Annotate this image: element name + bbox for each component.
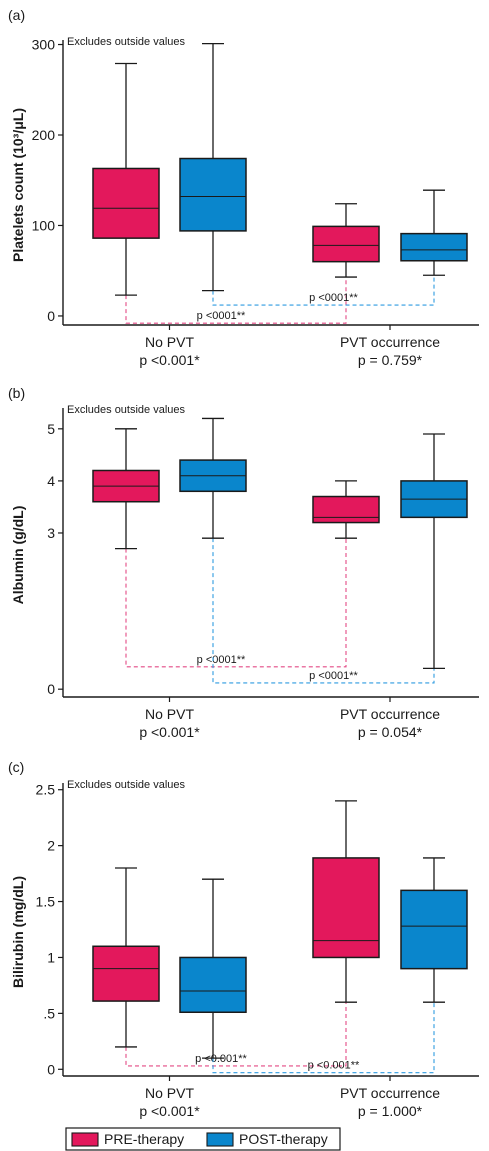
x-category-pvalue: p = 0.759*: [358, 352, 423, 368]
y-tick-label: 200: [32, 127, 56, 143]
chart-panel-1: (a) Excludes outside values 0 100 200 300 Plat…: [8, 7, 479, 368]
note-text: Excludes outside values: [67, 404, 186, 416]
y-tick-label: 3: [47, 525, 55, 541]
comparison-label: p <0.001**: [308, 1060, 360, 1072]
x-category-label: No PVT: [145, 1085, 194, 1101]
box-iqr: [400, 889, 468, 970]
box-post: [400, 433, 468, 670]
box-iqr: [312, 495, 380, 524]
legend: PRE-therapy POST-therapy: [65, 1127, 341, 1151]
box-pre: [312, 480, 380, 539]
y-tick-label: 0: [47, 1061, 55, 1077]
note-text: Excludes outside values: [67, 36, 186, 48]
comparison-label: p <0001**: [197, 654, 246, 666]
y-tick-label: 5: [47, 421, 55, 437]
note-text: Excludes outside values: [67, 779, 186, 791]
x-category-pvalue: p = 1.000*: [358, 1103, 423, 1119]
y-tick-label: 2.5: [36, 782, 56, 798]
y-tick-label: .5: [43, 1005, 55, 1021]
x-category-label: No PVT: [145, 706, 194, 722]
comparison-line: [125, 1002, 347, 1067]
y-tick-label: 100: [32, 217, 56, 233]
box-post: [179, 417, 247, 539]
comparison-label: p <0001**: [309, 292, 358, 304]
legend-label-pre: PRE-therapy: [104, 1131, 184, 1147]
legend-box: [65, 1127, 341, 1151]
box-pre: [312, 203, 380, 278]
y-tick-label: 4: [47, 473, 55, 489]
y-tick-label: 0: [47, 308, 55, 324]
box-iqr: [312, 857, 380, 959]
box-post: [179, 878, 247, 1059]
box-post: [179, 42, 247, 292]
comparison-label: p <0.001**: [195, 1053, 247, 1065]
y-axis-label: Platelets count (10³/μL): [10, 108, 26, 262]
panel-label: (b): [8, 385, 25, 401]
box-iqr: [92, 167, 160, 239]
legend-swatch-post: [206, 1132, 234, 1147]
box-post: [400, 857, 468, 1003]
box-iqr: [179, 956, 247, 1014]
comparison-line: [125, 538, 347, 668]
box-pre: [312, 800, 380, 1003]
box-post: [400, 189, 468, 276]
x-category-pvalue: p <0.001*: [139, 352, 200, 368]
panel-label: (a): [8, 7, 25, 23]
comparison-label: p <0001**: [197, 310, 246, 322]
chart-panel-2: (b) Excludes outside values 0 3 4 5 Albumin (g…: [8, 385, 479, 740]
x-category-pvalue: p = 0.054*: [358, 724, 423, 740]
x-category-label: PVT occurrence: [340, 334, 440, 350]
box-pre: [92, 428, 160, 550]
comparison-line: [125, 277, 347, 324]
chart-panel-3: (c) Excludes outside values 0 .5 1 1.5 2 2.5 Bil…: [8, 759, 479, 1119]
x-category-label: PVT occurrence: [340, 1085, 440, 1101]
y-tick-label: 2: [47, 838, 55, 854]
y-tick-label: 300: [32, 37, 56, 53]
y-axis-label: Bilirubin (mg/dL): [10, 876, 26, 988]
y-axis-label: Albumin (g/dL): [10, 506, 26, 605]
box-iqr: [312, 225, 380, 263]
box-iqr: [92, 945, 160, 1002]
comparison-line: [212, 538, 435, 684]
box-pre: [92, 62, 160, 296]
comparison-line: [212, 275, 435, 306]
comparison-line: [212, 1002, 435, 1074]
box-pre: [92, 867, 160, 1048]
x-category-label: No PVT: [145, 334, 194, 350]
panel-label: (c): [8, 759, 24, 775]
y-tick-label: 1: [47, 949, 55, 965]
x-category-pvalue: p <0.001*: [139, 1103, 200, 1119]
x-category-pvalue: p <0.001*: [139, 724, 200, 740]
legend-swatch-pre: [71, 1132, 99, 1147]
comparison-label: p <0001**: [309, 670, 358, 682]
box-iqr: [400, 232, 468, 262]
x-category-label: PVT occurrence: [340, 706, 440, 722]
y-tick-label: 1.5: [36, 894, 56, 910]
legend-label-post: POST-therapy: [239, 1131, 328, 1147]
y-tick-label: 0: [47, 681, 55, 697]
box-iqr: [179, 157, 247, 232]
